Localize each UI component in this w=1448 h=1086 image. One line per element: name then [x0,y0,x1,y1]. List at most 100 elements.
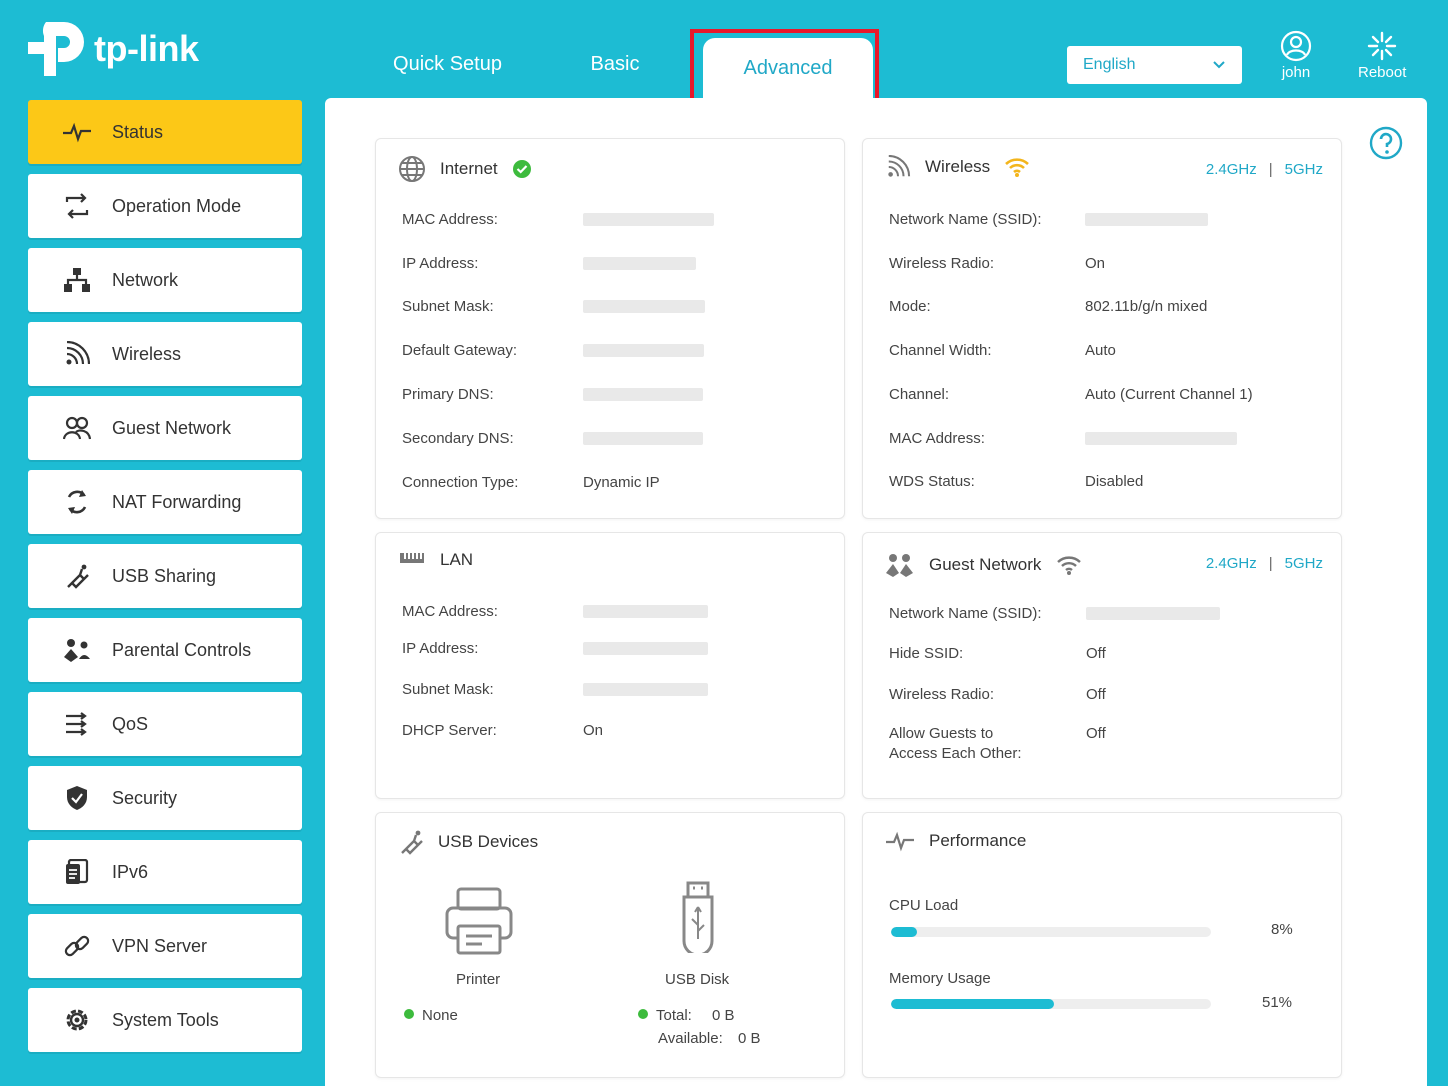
memory-usage-value: 51% [1262,994,1293,1011]
band-24ghz-link[interactable]: 2.4GHz [1205,555,1257,572]
sidebar-item-label: Parental Controls [112,639,252,660]
reboot-button[interactable]: Reboot [1358,30,1406,81]
band-separator: | [1268,161,1273,178]
sidebar-item-parental-controls[interactable]: Parental Controls [28,618,302,682]
user-name: john [1281,64,1311,81]
cpu-load-bar [891,927,1211,937]
wireless-band-switch: 2.4GHz | 5GHz [1206,161,1323,178]
sidebar: Status Operation Mode Network Wireless G… [28,100,302,1062]
guests-icon [886,554,913,577]
internet-title: Internet [440,159,498,178]
help-button[interactable] [1369,126,1403,165]
sidebar-item-label: VPN Server [112,935,208,956]
cpu-load-fill [891,927,917,937]
sidebar-item-nat-forwarding[interactable]: NAT Forwarding [28,470,302,534]
wifi-icon [1057,556,1082,575]
help-icon [1369,126,1403,160]
wifi-icon [1005,158,1030,177]
redacted-value [583,683,708,696]
memory-usage-bar [891,999,1211,1009]
language-value: English [1083,56,1136,73]
band-5ghz-link[interactable]: 5GHz [1284,161,1323,178]
guest-title: Guest Network [929,555,1042,574]
usb-icon [62,561,92,591]
usb-card-header: USB Devices [398,829,538,855]
sidebar-item-network[interactable]: Network [28,248,302,312]
memory-usage-fill [891,999,1055,1009]
sidebar-item-label: Security [112,787,178,808]
user-button[interactable]: john [1280,30,1312,81]
sidebar-item-label: System Tools [112,1009,219,1030]
cpu-load-label: CPU Load [889,897,959,914]
shield-icon [62,783,92,813]
sidebar-item-label: Wireless [112,343,182,364]
usb-disk-available: Available: 0 B [658,1030,761,1047]
sidebar-item-label: Status [112,121,164,142]
sidebar-item-label: Network [112,269,179,290]
tp-link-logo-icon [28,22,84,76]
sidebar-item-system-tools[interactable]: System Tools [28,988,302,1052]
sidebar-item-label: NAT Forwarding [112,491,242,512]
sidebar-item-qos[interactable]: QoS [28,692,302,756]
redacted-value [583,344,704,357]
usb-icon [401,830,423,855]
guests-icon [62,413,92,443]
redacted-value [583,432,703,445]
internet-card: Internet MAC Address: IP Address: Subnet… [375,138,845,519]
band-24ghz-link[interactable]: 2.4GHz [1205,161,1257,178]
band-5ghz-link[interactable]: 5GHz [1284,555,1323,572]
printer-icon [445,887,513,955]
main-panel: Internet MAC Address: IP Address: Subnet… [325,98,1427,1086]
redacted-value [1085,213,1208,226]
tab-quick-setup[interactable]: Quick Setup [393,52,502,75]
sidebar-item-ipv6[interactable]: IPv6 [28,840,302,904]
qos-icon [62,709,92,739]
guest-network-card: Guest Network 2.4GHz | 5GHz Network Name… [862,532,1342,799]
sidebar-item-security[interactable]: Security [28,766,302,830]
refresh-icon [62,487,92,517]
language-select[interactable]: English [1067,46,1242,84]
usb-devices-card: USB Devices Printer None USB Disk Total:… [375,812,845,1078]
link-icon [62,931,92,961]
sidebar-item-operation-mode[interactable]: Operation Mode [28,174,302,238]
redacted-value [583,213,714,226]
cpu-load-value: 8% [1271,921,1293,938]
swap-icon [62,191,92,221]
usb-disk-label: USB Disk [665,971,730,988]
redacted-value [583,300,705,313]
user-icon [1280,30,1312,62]
brand-name: tp-link [94,28,199,69]
redacted-value [583,642,708,655]
tab-advanced[interactable]: Advanced [703,38,873,98]
check-circle-icon [512,160,531,178]
sidebar-item-label: QoS [112,713,149,734]
sidebar-item-guest-network[interactable]: Guest Network [28,396,302,460]
wifi-signal-icon [62,339,92,369]
redacted-value [583,605,708,618]
guest-card-header: Guest Network [885,553,1083,577]
gear-icon [62,1005,92,1035]
sidebar-item-vpn-server[interactable]: VPN Server [28,914,302,978]
pulse-icon [62,117,92,147]
wireless-card: Wireless 2.4GHz | 5GHz Network Name (SSI… [862,138,1342,519]
redacted-value [1086,607,1220,620]
printer-status: None [404,1007,458,1024]
pulse-icon [886,831,914,852]
wireless-card-header: Wireless [885,155,1030,179]
sidebar-item-label: USB Sharing [112,565,217,586]
sidebar-item-wireless[interactable]: Wireless [28,322,302,386]
wireless-title: Wireless [925,157,991,176]
lan-title: LAN [440,550,474,569]
performance-card: Performance CPU Load 8% Memory Usage 51% [862,812,1342,1078]
redacted-value [583,257,696,270]
sidebar-item-label: Operation Mode [112,195,242,216]
tp-link-logo: tp-link [24,18,199,80]
band-separator: | [1268,555,1273,572]
top-tabs: Quick Setup Basic Advanced [360,30,873,98]
ethernet-port-icon [400,553,424,569]
tab-basic[interactable]: Basic [590,52,640,75]
redacted-value [1085,432,1237,445]
sidebar-item-status[interactable]: Status [28,100,302,164]
family-icon [62,635,92,665]
sidebar-item-usb-sharing[interactable]: USB Sharing [28,544,302,608]
